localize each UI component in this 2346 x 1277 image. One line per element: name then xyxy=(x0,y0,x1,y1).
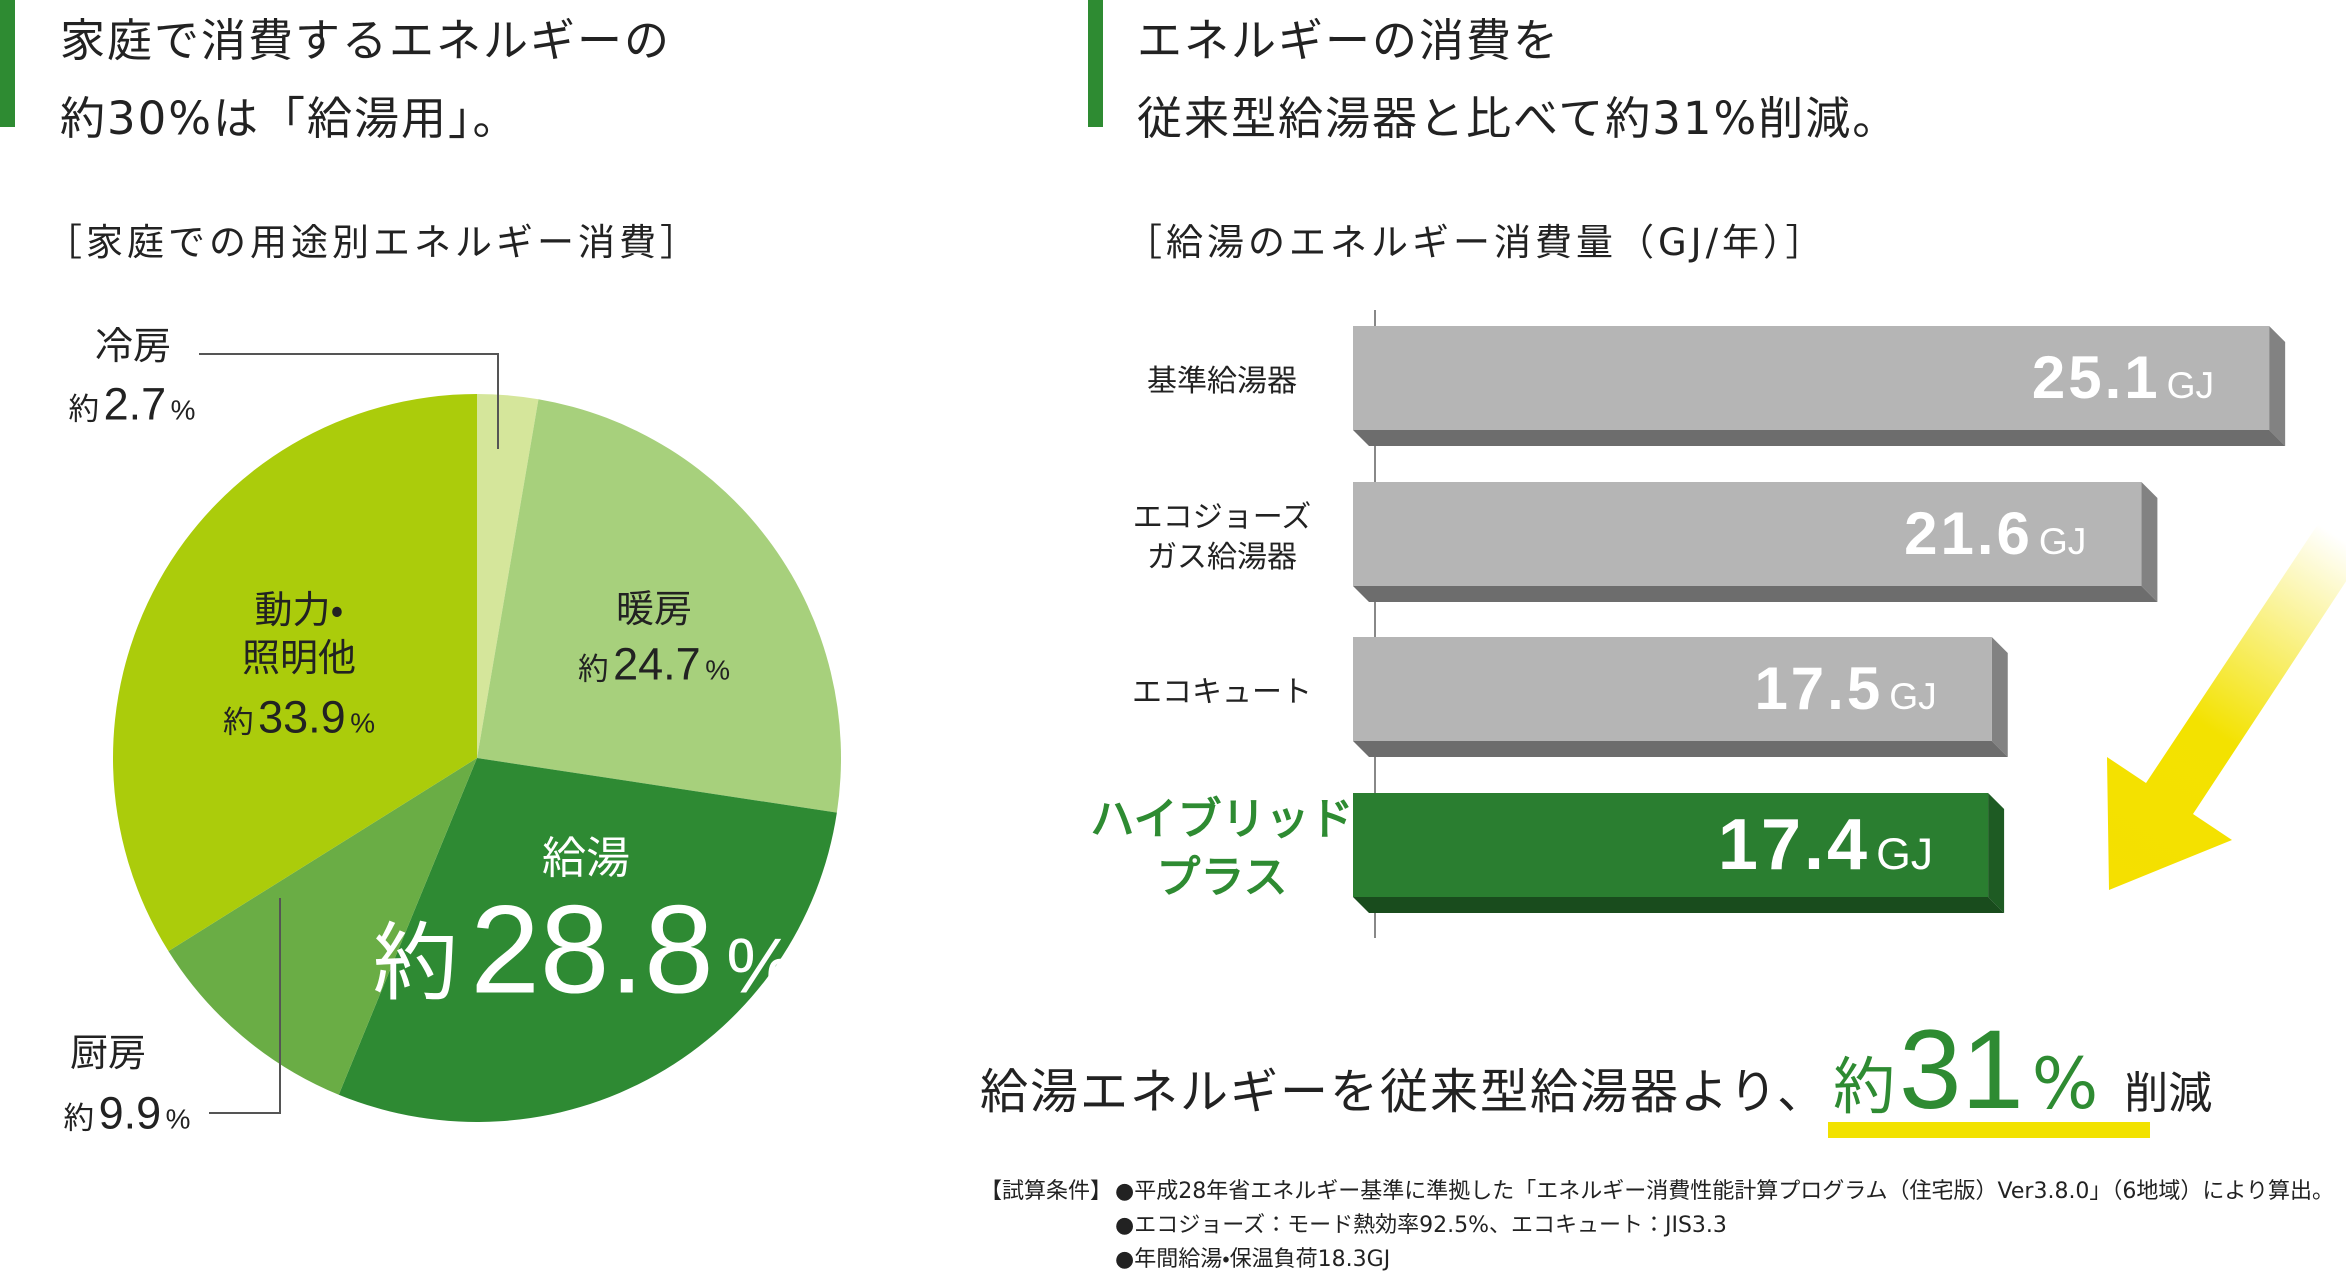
pie-label: 給湯 xyxy=(542,833,630,884)
bar-value-label: 17.4 GJ xyxy=(1718,809,1933,881)
bar-category-label: ハイブリッドプラス xyxy=(1090,794,1354,903)
bar-bottom xyxy=(1353,586,2158,602)
bar-side xyxy=(1991,637,2008,757)
heading-line: 約30%は「給湯用」。 xyxy=(60,92,520,145)
footnote-item: ●平成28年省エネルギー基準に準拠した「エネルギー消費性能計算プログラム（住宅版… xyxy=(1115,1179,2334,1204)
pie-value-label: 約 9.9% xyxy=(64,1091,191,1136)
footnote-list: ●平成28年省エネルギー基準に準拠した「エネルギー消費性能計算プログラム（住宅版… xyxy=(1115,1175,2334,1277)
heading-accent xyxy=(1088,0,1103,127)
bar-value-label: 21.6 GJ xyxy=(1904,504,2086,564)
value-unit: GJ xyxy=(2038,520,2087,562)
value-prefix: 約 xyxy=(372,914,458,1014)
pie-chart xyxy=(113,394,842,1122)
pie-label: 暖房 xyxy=(615,587,692,631)
bar-chart xyxy=(1353,326,2286,913)
value-suffix: % xyxy=(350,707,375,739)
bar-side xyxy=(1988,793,2005,913)
heading-accent xyxy=(0,0,15,127)
value-number: 17.4 xyxy=(1717,805,1871,885)
highlight-underline xyxy=(1828,1122,2150,1138)
value-suffix: % xyxy=(726,923,796,1010)
bar xyxy=(1353,482,2142,586)
bar-side xyxy=(2141,482,2158,602)
value-number: 21.6 xyxy=(1904,500,2033,567)
pie-slice xyxy=(477,399,842,813)
pie-slice xyxy=(168,758,477,1095)
footnote-item: ●年間給湯・保温負荷18.3GJ xyxy=(1115,1247,1391,1272)
value-number: 28.8 xyxy=(470,880,714,1020)
value-number: 33.9 xyxy=(258,691,346,743)
summary-tail: 削減 xyxy=(2124,1068,2213,1119)
chart-title: ［家庭での用途別エネルギー消費］ xyxy=(45,221,701,264)
bar-value-label: 25.1 GJ xyxy=(2032,348,2214,408)
value-number: 9.9 xyxy=(98,1087,162,1139)
summary-prefix: 約 xyxy=(1833,1050,1896,1123)
heading: 家庭で消費するエネルギーの 約30%は「給湯用」。 xyxy=(60,2,671,158)
bar xyxy=(1353,326,2270,430)
value-suffix: % xyxy=(705,654,730,686)
pie-value-label: 約 28.8% xyxy=(373,888,795,1013)
heading-line: 家庭で消費するエネルギーの xyxy=(60,14,672,67)
pie-slice xyxy=(477,394,539,758)
leader-line xyxy=(199,353,499,449)
value-unit: GJ xyxy=(1889,675,1937,717)
bar-bottom xyxy=(1353,741,2008,757)
value-number: 2.7 xyxy=(103,378,167,430)
pie-value-label: 約 33.9% xyxy=(223,695,375,740)
value-prefix: 約 xyxy=(68,392,100,428)
value-suffix: % xyxy=(170,394,196,426)
value-unit: GJ xyxy=(2166,364,2215,406)
footnote-heading: 【試算条件】 xyxy=(980,1179,1113,1204)
value-number: 24.7 xyxy=(613,638,701,690)
value-number: 17.5 xyxy=(1754,655,1884,722)
reduction-arrow xyxy=(2107,524,2346,890)
summary-suffix: % xyxy=(2031,1043,2099,1125)
pie-slice xyxy=(113,394,477,952)
heading: エネルギーの消費を 従来型給湯器と比べて約31%削減。 xyxy=(1137,2,1899,158)
value-prefix: 約 xyxy=(578,652,609,688)
summary: 給湯エネルギーを従来型給湯器より、 約 31 % 削減 xyxy=(980,1005,2212,1134)
pie-label: 冷房 xyxy=(94,324,171,368)
bar-side xyxy=(2269,326,2286,446)
chart-title: ［給湯のエネルギー消費量（GJ/年）］ xyxy=(1125,221,1827,264)
leader-line xyxy=(209,898,281,1114)
value-unit: GJ xyxy=(1876,830,1934,879)
heading-line: エネルギーの消費を xyxy=(1137,14,1561,67)
pie-value-label: 約 24.7% xyxy=(578,642,730,687)
summary-value: 31 xyxy=(1899,1007,2024,1132)
bar xyxy=(1353,637,1992,741)
bar-value-label: 17.5 GJ xyxy=(1754,659,1936,719)
bar-bottom xyxy=(1353,897,2005,913)
bar-category-label: 基準給湯器 xyxy=(1147,364,1297,399)
pie-label: 動力・照明他 xyxy=(241,588,356,680)
pie-slice xyxy=(338,758,837,1122)
bar-category-label: エコキュート xyxy=(1132,675,1312,710)
summary-text: 給湯エネルギーを従来型給湯器より、 xyxy=(980,1064,1828,1120)
bar-bottom xyxy=(1353,430,2286,446)
value-suffix: % xyxy=(165,1103,191,1135)
pie-value-label: 約 2.7% xyxy=(69,382,196,427)
bar xyxy=(1353,793,1989,897)
pie-label: 厨房 xyxy=(69,1031,146,1075)
value-number: 25.1 xyxy=(2031,344,2161,411)
value-prefix: 約 xyxy=(63,1101,95,1137)
bar-category-label: エコジョーズガス給湯器 xyxy=(1132,500,1312,575)
value-prefix: 約 xyxy=(223,705,254,741)
footnote-item: ●エコジョーズ：モード熱効率92.5%、エコキュート：JIS3.3 xyxy=(1115,1213,1727,1238)
heading-line: 従来型給湯器と比べて約31%削減。 xyxy=(1137,92,1900,145)
